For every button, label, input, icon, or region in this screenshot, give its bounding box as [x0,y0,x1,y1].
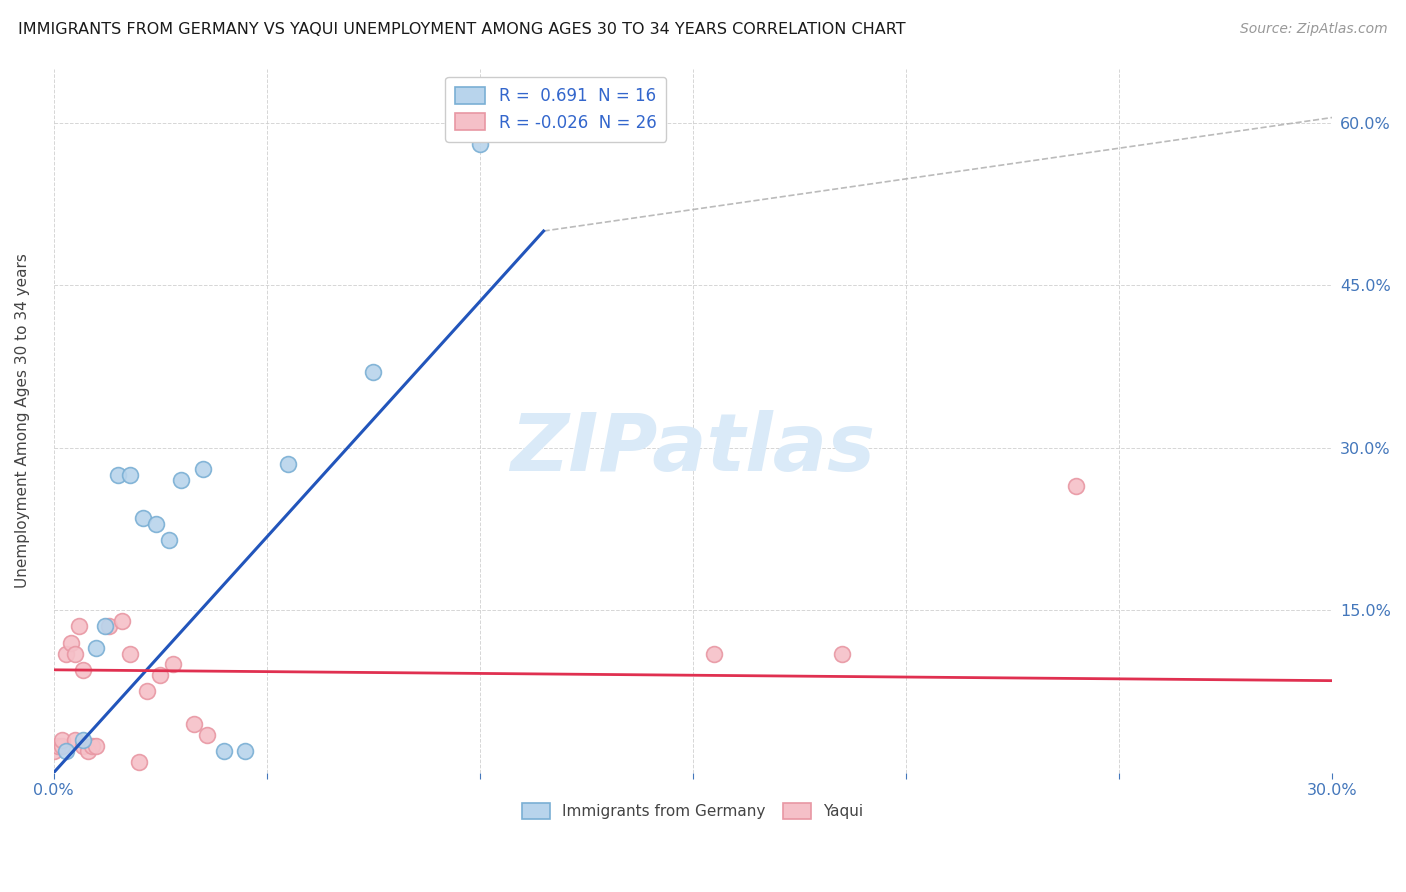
Point [361,365,384,379]
Point [46,739,69,753]
Point [468,137,491,152]
Legend: Immigrants from Germany, Yaqui: Immigrants from Germany, Yaqui [516,797,869,825]
Point [128,755,150,769]
Point [42,744,65,758]
Point [98,619,121,633]
Point [72,733,94,747]
Point [72,663,94,677]
Point [183,717,205,731]
Point [149,668,172,682]
Point [93,619,115,633]
Point [51,733,73,747]
Point [84,641,107,656]
Point [55,647,77,661]
Point [84,739,107,753]
Point [831,647,853,661]
Point [157,533,180,547]
Point [703,647,725,661]
Point [107,467,129,482]
Y-axis label: Unemployment Among Ages 30 to 34 years: Unemployment Among Ages 30 to 34 years [15,253,30,588]
Point [233,744,256,758]
Point [145,516,167,531]
Point [80,739,103,753]
Text: Source: ZipAtlas.com: Source: ZipAtlas.com [1240,22,1388,37]
Point [76,744,98,758]
Text: ZIPatlas: ZIPatlas [510,409,875,488]
Point [191,462,214,476]
Point [277,457,299,471]
Point [72,739,94,753]
Point [170,473,193,487]
Point [67,619,90,633]
Point [111,614,134,628]
Point [120,647,142,661]
Point [63,733,86,747]
Point [1064,478,1087,492]
Point [120,467,142,482]
Text: IMMIGRANTS FROM GERMANY VS YAQUI UNEMPLOYMENT AMONG AGES 30 TO 34 YEARS CORRELAT: IMMIGRANTS FROM GERMANY VS YAQUI UNEMPLO… [18,22,905,37]
Point [55,744,77,758]
Point [132,511,155,525]
Point [59,636,82,650]
Point [162,657,184,672]
Point [63,647,86,661]
Point [51,739,73,753]
Point [136,684,159,698]
Point [195,728,218,742]
Point [212,744,235,758]
